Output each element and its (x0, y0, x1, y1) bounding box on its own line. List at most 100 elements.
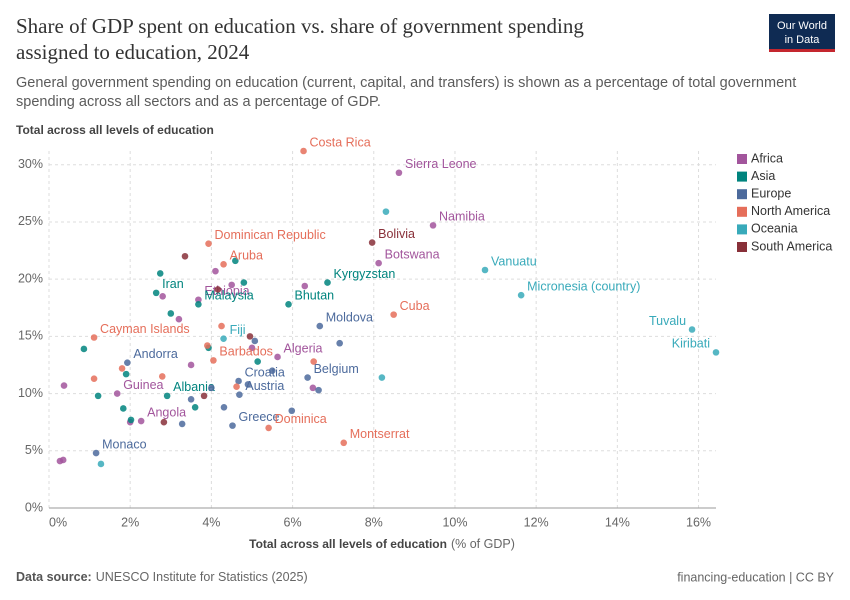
point (195, 301, 202, 308)
point (315, 386, 322, 394)
point (712, 349, 720, 356)
legend-label: North America (751, 204, 830, 218)
point (324, 279, 331, 286)
source-text: UNESCO Institute for Statistics (2025) (96, 570, 308, 584)
point-label: Malaysia (204, 289, 253, 303)
point-label: Bolivia (378, 227, 415, 241)
point-label: Bhutan (295, 289, 335, 303)
y-tick-label: 10% (18, 386, 43, 400)
y-tick-label: 15% (18, 329, 43, 343)
point-label: Angola (147, 405, 186, 419)
point-label: Monaco (102, 437, 147, 451)
point (124, 359, 131, 366)
point (228, 281, 235, 289)
point-label: Dominica (275, 412, 327, 426)
point-label: Fiji (230, 323, 246, 337)
point (113, 390, 121, 397)
point (212, 267, 219, 275)
point (137, 417, 145, 425)
point (60, 382, 68, 389)
x-tick-label: 12% (524, 515, 549, 529)
logo[interactable] (769, 14, 835, 52)
point (156, 270, 164, 277)
point-label: Vanuatu (491, 254, 537, 268)
legend-swatch (737, 242, 747, 252)
point (59, 456, 67, 464)
point-label: Belgium (314, 362, 359, 376)
point (90, 334, 98, 341)
point (382, 208, 390, 215)
point (254, 358, 261, 365)
point (191, 404, 199, 411)
point (390, 311, 397, 318)
point-label: Montserrat (350, 427, 410, 441)
y-tick-label: 30% (18, 157, 43, 171)
point (235, 377, 242, 385)
point (220, 260, 227, 268)
point (274, 353, 281, 361)
point-label: Algeria (284, 341, 323, 355)
legend-swatch (737, 154, 747, 164)
point (167, 310, 175, 317)
point (517, 291, 525, 299)
subtitle: spending across all sectors and as a per… (16, 94, 381, 110)
point (368, 239, 376, 246)
point (240, 279, 248, 286)
point (229, 422, 236, 429)
point (220, 335, 227, 342)
point (92, 449, 100, 457)
point (429, 222, 437, 229)
point (288, 407, 296, 415)
point (220, 404, 228, 411)
point (265, 424, 272, 432)
point (204, 342, 211, 349)
point (340, 439, 348, 447)
legend-swatch (737, 206, 747, 217)
point-label: Cayman Islands (100, 322, 190, 336)
y-axis-label: Total across all levels of education (16, 123, 214, 137)
point (205, 240, 212, 247)
point (127, 416, 135, 424)
point (178, 420, 186, 428)
point (152, 289, 160, 297)
point-label: Micronesia (country) (527, 279, 640, 293)
legend-label: Europe (751, 186, 791, 200)
point (119, 405, 127, 412)
legend-swatch (737, 171, 747, 182)
point (122, 370, 130, 378)
point (97, 460, 105, 468)
license: financing-education | CC BY (677, 570, 834, 584)
point (246, 333, 254, 340)
point (208, 384, 215, 392)
point (181, 252, 189, 260)
point (301, 282, 309, 290)
x-axis-label-main: Total across all levels of education (249, 537, 447, 551)
legend-label: Africa (751, 151, 783, 165)
chart-title: assigned to education, 2024 (16, 40, 250, 64)
subtitle: General government spending on education… (16, 75, 796, 91)
legend-swatch (737, 189, 747, 200)
x-tick-label: 2% (121, 515, 139, 529)
point (285, 301, 292, 308)
logo-bar (769, 49, 835, 52)
point (336, 339, 343, 347)
point (268, 367, 276, 374)
legend-swatch (737, 224, 747, 235)
point-label: Namibia (439, 210, 485, 224)
legend-label: Asia (751, 169, 775, 183)
source: Data source: UNESCO Institute for Statist… (16, 570, 308, 584)
point-label: Sierra Leone (405, 157, 477, 171)
point (316, 322, 324, 330)
point (236, 391, 243, 399)
point (232, 257, 239, 265)
point (200, 392, 208, 400)
logo-text: Our World (777, 20, 827, 32)
point-label: Costa Rica (310, 135, 371, 149)
point (159, 293, 166, 300)
x-tick-label: 6% (284, 515, 302, 529)
logo-text: in Data (785, 34, 821, 46)
x-axis-label: Total across all levels of education (% o… (249, 537, 515, 551)
point (375, 259, 382, 267)
point-label: Albania (173, 380, 215, 394)
